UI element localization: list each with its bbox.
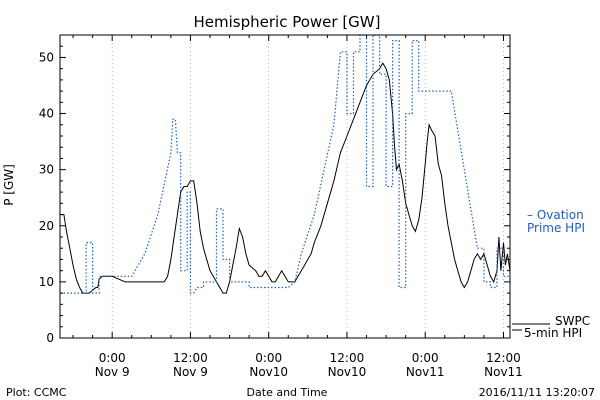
x-tick-time-label: 12:00 <box>330 351 365 365</box>
x-tick-date-label: Nov11 <box>484 365 523 379</box>
chart-title: Hemispheric Power [GW] <box>194 13 381 31</box>
y-axis-label: P [GW] <box>2 164 16 206</box>
x-tick-time-label: 0:00 <box>412 351 439 365</box>
x-axis-label: Date and Time <box>247 386 328 399</box>
x-tick-date-label: Nov10 <box>328 365 367 379</box>
legend-ovation-line2: Prime HPI <box>527 221 585 235</box>
x-tick-date-label: Nov10 <box>249 365 288 379</box>
x-tick-date-label: Nov 9 <box>95 365 130 379</box>
y-tick-label: 10 <box>39 275 54 289</box>
y-axis-ticks: 0 10 20 30 40 50 <box>39 34 510 345</box>
legend-ovation-line1: – Ovation <box>527 208 584 222</box>
x-tick-time-label: 0:00 <box>255 351 282 365</box>
legend: – Ovation Prime HPI SWPC 5-min HPI <box>512 208 590 340</box>
series-group <box>60 34 511 294</box>
x-tick-date-label: Nov11 <box>406 365 445 379</box>
x-tick-time-label: 12:00 <box>173 351 208 365</box>
y-tick-label: 0 <box>46 331 54 345</box>
series-swpc-line <box>60 62 511 294</box>
legend-swpc-line1: SWPC <box>555 314 590 328</box>
x-tick-time-label: 12:00 <box>486 351 521 365</box>
legend-swpc-line2: 5-min HPI <box>524 326 582 340</box>
x-tick-date-label: Nov 9 <box>173 365 208 379</box>
footer-plot-credit: Plot: CCMC <box>6 386 67 399</box>
y-tick-label: 20 <box>39 219 54 233</box>
y-tick-label: 30 <box>39 163 54 177</box>
x-tick-time-label: 0:00 <box>99 351 126 365</box>
footer-timestamp: 2016/11/11 13:20:07 <box>479 386 595 399</box>
y-tick-label: 40 <box>39 107 54 121</box>
plot-frame <box>59 34 511 339</box>
y-tick-label: 50 <box>39 50 54 64</box>
series-ovation-line <box>60 34 510 294</box>
